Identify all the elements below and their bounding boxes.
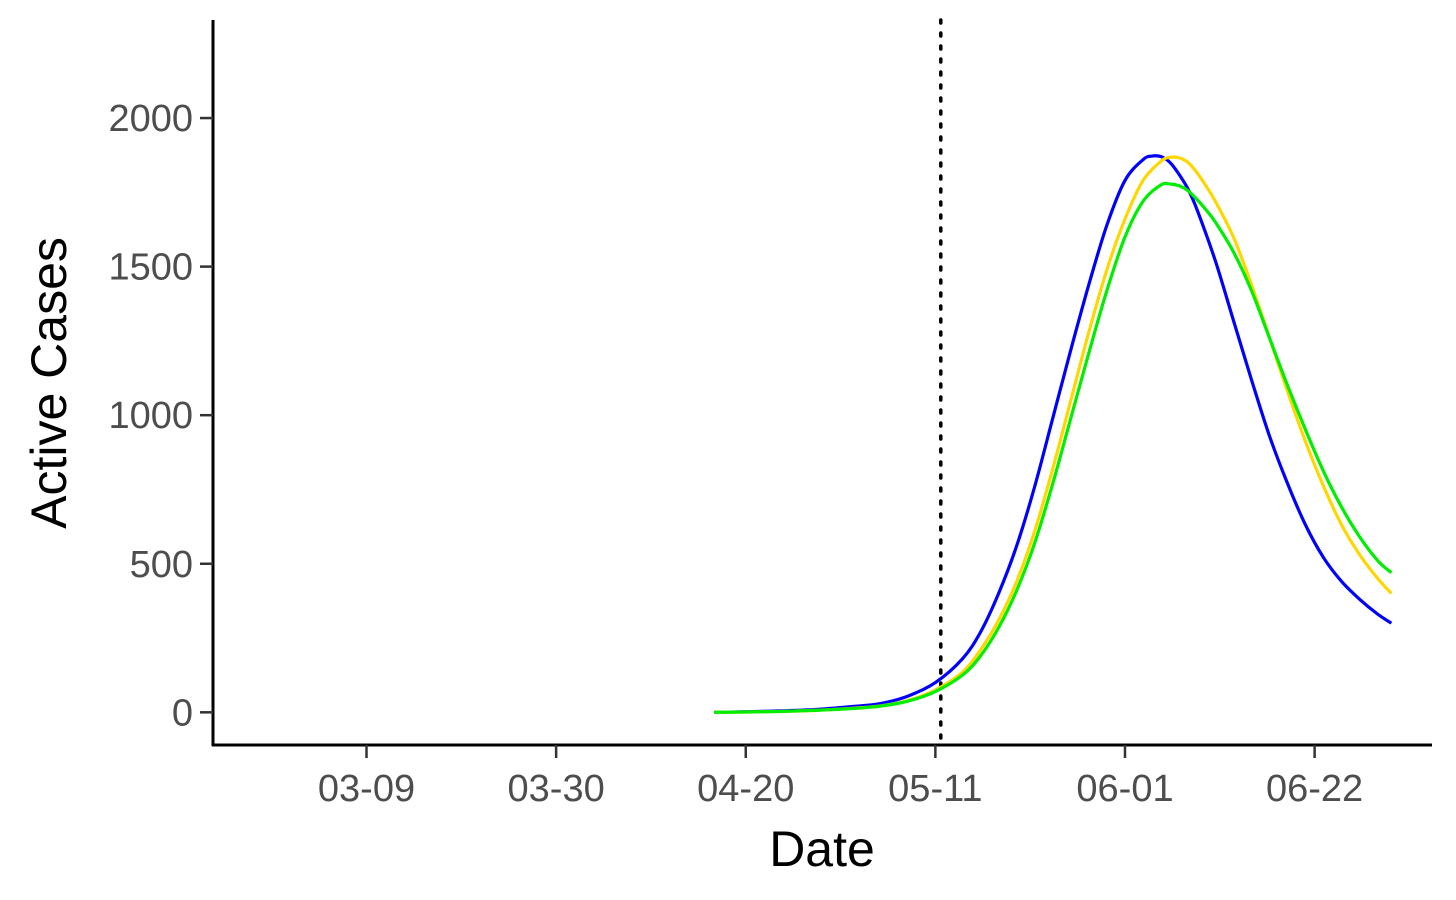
y-ticks: 0 500 1000 1500 2000 (108, 98, 213, 734)
x-tick-label: 04-20 (697, 768, 794, 810)
y-tick-label: 0 (172, 692, 193, 734)
x-tick-label: 05-11 (888, 768, 982, 810)
x-ticks: 03-09 03-30 04-20 05-11 06-01 06-22 (318, 745, 1363, 810)
x-tick-label: 06-22 (1266, 768, 1363, 810)
series-line-blue (714, 154, 1393, 714)
series-line-green (714, 181, 1393, 714)
axes-layer (211, 20, 1432, 747)
x-tick-label: 06-01 (1076, 768, 1173, 810)
y-tick-label: 1000 (108, 395, 193, 437)
series-layer (714, 154, 1393, 714)
x-axis-title: Date (769, 821, 875, 877)
y-tick-label: 2000 (108, 98, 193, 140)
x-tick-label: 03-30 (508, 768, 605, 810)
y-tick-label: 1500 (108, 247, 193, 289)
x-tick-label: 03-09 (318, 768, 415, 810)
y-tick-label: 500 (130, 544, 193, 586)
y-axis-title: Active Cases (21, 237, 77, 529)
